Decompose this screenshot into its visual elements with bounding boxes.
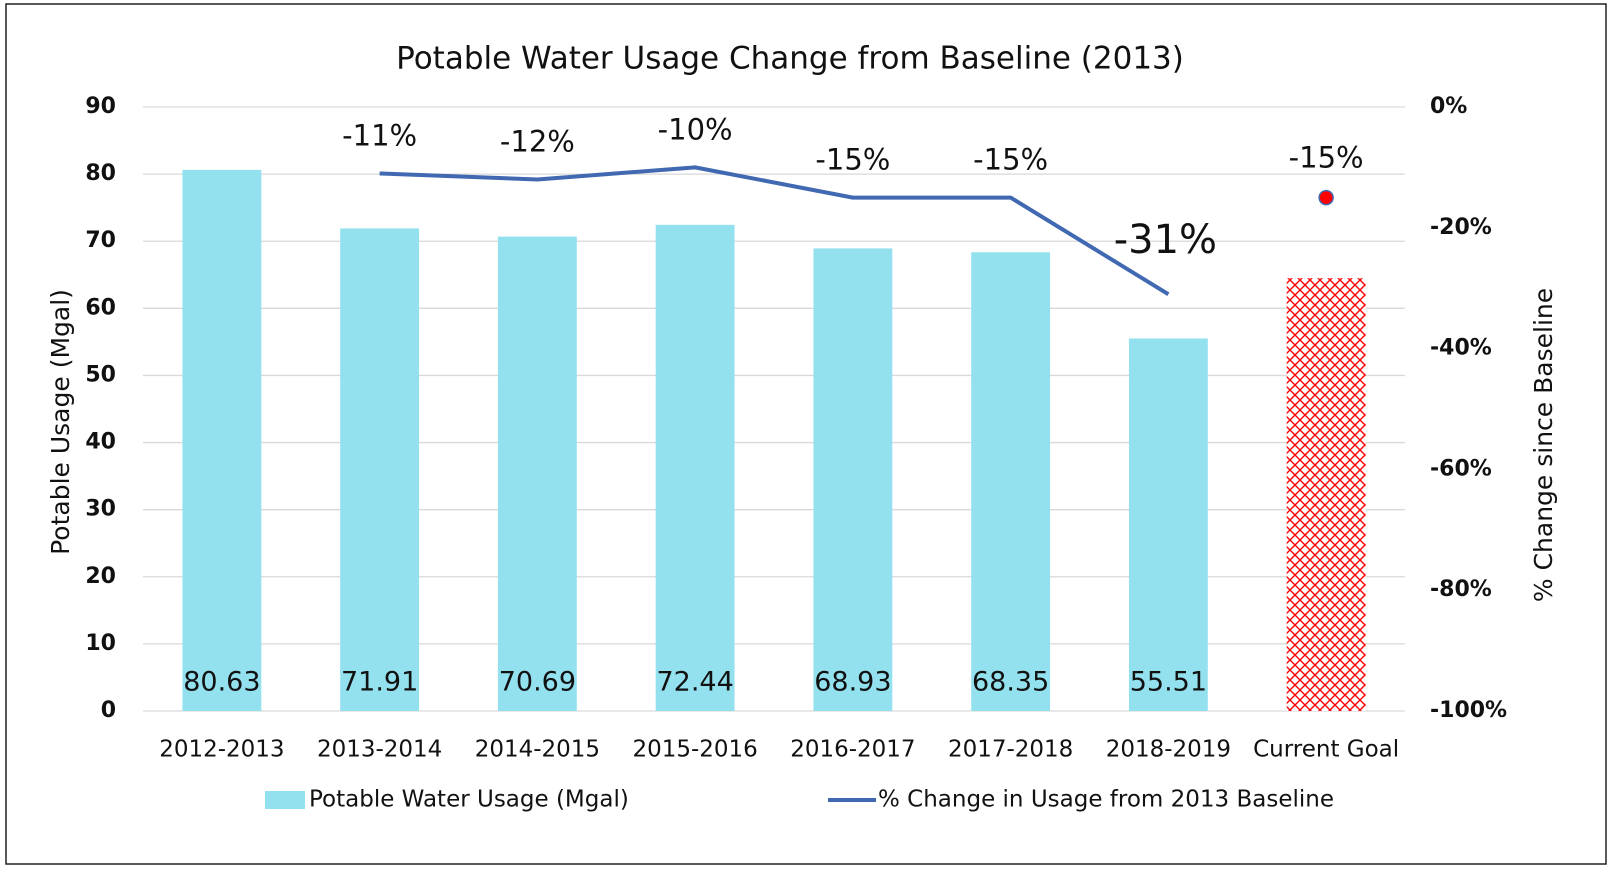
bar <box>340 228 420 712</box>
bar-value-label: 72.44 <box>656 667 733 698</box>
bar-value-label: 80.63 <box>183 667 260 698</box>
bar <box>971 252 1051 711</box>
y-tick-label: 70 <box>85 228 116 253</box>
x-tick-label: Current Goal <box>1253 737 1399 763</box>
y2-tick-label: -80% <box>1430 577 1492 602</box>
y-tick-label: 80 <box>85 161 116 186</box>
y-tick-label: 0 <box>101 698 116 723</box>
y2-tick-label: -40% <box>1430 336 1492 361</box>
bar-value-label: 68.93 <box>814 667 891 698</box>
bar-value-label: 70.69 <box>499 667 576 698</box>
bar <box>1286 278 1366 711</box>
line <box>379 165 1170 296</box>
line-value-label: -15% <box>973 143 1048 177</box>
y-axis-label: Potable Usage (Mgal) <box>46 289 75 555</box>
y2-axis-label: % Change since Baseline <box>1529 288 1558 602</box>
y-tick-label: 10 <box>85 631 116 656</box>
x-tick-label: 2015-2016 <box>632 737 757 763</box>
line-value-label: -11% <box>342 118 417 152</box>
legend-label: % Change in Usage from 2013 Baseline <box>878 787 1334 813</box>
y-tick-label: 20 <box>85 564 116 589</box>
legend-swatch <box>265 791 305 809</box>
x-tick-label: 2018-2019 <box>1106 737 1231 763</box>
bar <box>1128 338 1208 711</box>
y2-tick-label: 0% <box>1430 94 1467 119</box>
chart-title: Potable Water Usage Change from Baseline… <box>396 41 1184 77</box>
bar-value-label: 55.51 <box>1130 667 1207 698</box>
bar <box>813 248 893 711</box>
x-tick-label: 2017-2018 <box>948 737 1073 763</box>
line-value-label: -31% <box>1114 217 1217 263</box>
y-tick-label: 30 <box>85 497 116 522</box>
goal-value-label: -15% <box>1289 141 1364 175</box>
y-tick-label: 60 <box>85 295 116 320</box>
bar-value-label: 71.91 <box>341 667 418 698</box>
x-tick-label: 2013-2014 <box>317 737 442 763</box>
legend-label: Potable Water Usage (Mgal) <box>309 787 629 813</box>
goal-point <box>1318 189 1334 206</box>
y2-tick-label: -20% <box>1430 215 1492 240</box>
line-value-label: -12% <box>500 124 575 158</box>
x-tick-label: 2012-2013 <box>159 737 284 763</box>
y2-tick-label: -100% <box>1430 698 1507 723</box>
line-value-label: -10% <box>658 112 733 146</box>
bar <box>182 169 262 711</box>
bar <box>497 236 577 711</box>
y2-tick-label: -60% <box>1430 456 1492 481</box>
line-value-label: -15% <box>815 143 890 177</box>
y-tick-label: 40 <box>85 430 116 455</box>
x-tick-label: 2016-2017 <box>790 737 915 763</box>
y-tick-label: 50 <box>85 362 116 387</box>
bar-value-label: 68.35 <box>972 667 1049 698</box>
x-tick-label: 2014-2015 <box>475 737 600 763</box>
bar <box>655 224 735 711</box>
y-tick-label: 90 <box>85 94 116 119</box>
